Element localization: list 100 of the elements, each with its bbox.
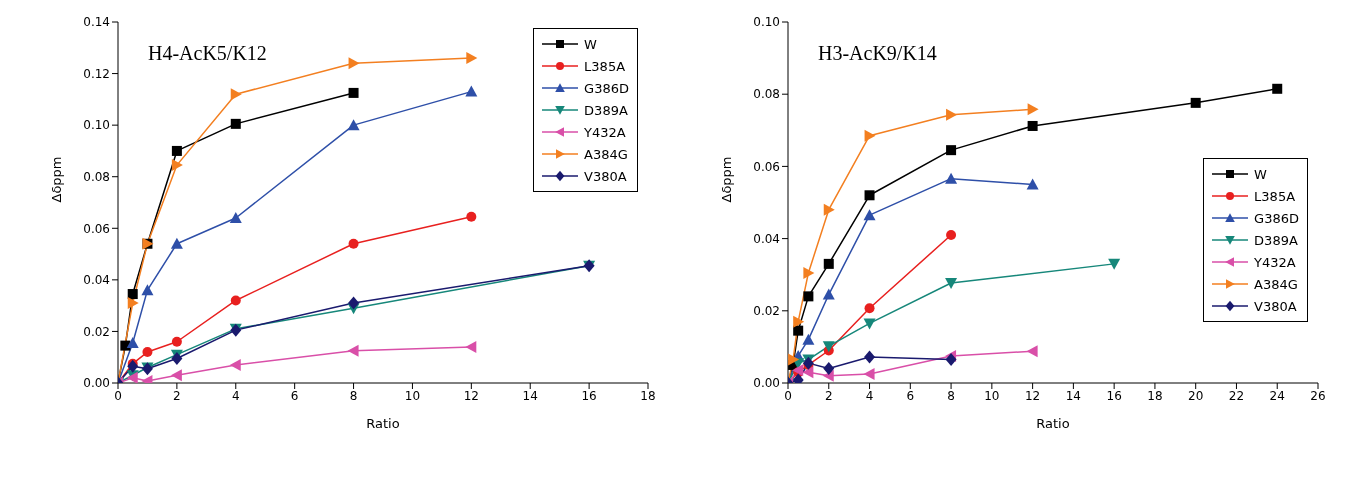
- point: [802, 366, 814, 379]
- x-tick-label: 4: [865, 388, 874, 403]
- x-tick-label: 6: [906, 388, 915, 403]
- legend-label: Y432A: [1254, 254, 1296, 270]
- point: [803, 266, 815, 279]
- point: [1108, 258, 1121, 270]
- point: [1190, 97, 1201, 108]
- x-tick-label: 0: [784, 388, 792, 403]
- legend-label: V380A: [1254, 298, 1297, 314]
- point: [793, 315, 805, 328]
- point: [945, 353, 957, 367]
- point: [348, 87, 359, 98]
- y-tick-label: 0.02: [753, 304, 780, 319]
- x-tick-label: 22: [1228, 388, 1245, 403]
- legend-label: Y432A: [584, 124, 626, 140]
- point: [348, 296, 360, 310]
- point: [1026, 178, 1039, 190]
- x-tick-label: 16: [1106, 388, 1122, 403]
- y-tick-label: 0.00: [753, 376, 780, 391]
- point: [465, 85, 478, 97]
- text: H4-AcK5/K12: [148, 42, 267, 64]
- point: [127, 297, 139, 310]
- point: [230, 118, 241, 129]
- point: [229, 358, 241, 371]
- point: [802, 333, 815, 345]
- point: [863, 367, 875, 380]
- point: [1272, 83, 1283, 94]
- legend-label: D389A: [1254, 232, 1298, 248]
- legend-label: D389A: [584, 102, 628, 118]
- x-tick-label: 8: [349, 388, 358, 403]
- point: [863, 318, 876, 330]
- point: [230, 295, 241, 306]
- point: [465, 340, 477, 353]
- point: [230, 88, 242, 101]
- point: [1026, 345, 1038, 358]
- x-tick-label: 0: [114, 388, 122, 403]
- y-tick-label: 0.06: [83, 221, 110, 236]
- y-tick-label: 0.12: [83, 66, 110, 81]
- text: H3-AcK9/K14: [818, 42, 937, 64]
- y-tick-label: 0.02: [83, 324, 110, 339]
- x-tick-label: 6: [290, 388, 299, 403]
- point: [141, 284, 154, 296]
- point: [170, 369, 182, 382]
- point: [864, 303, 875, 314]
- y-tick-label: 0.10: [83, 118, 110, 133]
- legend-label: W: [1254, 166, 1267, 182]
- x-tick-label: 24: [1269, 388, 1285, 403]
- legend-label: G386D: [584, 80, 629, 96]
- point: [864, 350, 876, 364]
- x-tick-label: 2: [173, 388, 181, 403]
- point: [945, 172, 958, 184]
- y-axis-title: Δδppm: [48, 156, 64, 203]
- x-tick-label: 8: [947, 388, 955, 403]
- point: [127, 289, 138, 300]
- y-tick-label: 0.04: [753, 231, 780, 246]
- legend-label: L385A: [584, 58, 626, 74]
- x-tick-label: 4: [231, 388, 240, 403]
- point: [823, 362, 835, 376]
- point: [126, 337, 139, 349]
- legend-label: V380A: [584, 168, 627, 184]
- point: [864, 190, 875, 201]
- point: [229, 211, 242, 223]
- y-tick-label: 0.08: [753, 87, 780, 102]
- legend-label: W: [584, 36, 597, 52]
- x-axis-title: Ratio: [366, 416, 400, 431]
- point: [171, 159, 183, 172]
- point: [822, 288, 835, 300]
- x-tick-label: 12: [463, 388, 479, 403]
- point: [864, 129, 876, 142]
- point: [127, 359, 139, 373]
- point: [170, 237, 183, 249]
- y-tick-label: 0.00: [83, 376, 110, 391]
- point: [803, 291, 814, 302]
- point: [822, 341, 835, 353]
- legend-label: L385A: [1254, 188, 1296, 204]
- point: [946, 145, 957, 156]
- x-tick-label: 10: [404, 388, 421, 403]
- x-tick-label: 12: [1024, 388, 1041, 403]
- point: [348, 57, 360, 70]
- y-tick-label: 0.08: [83, 169, 110, 184]
- x-tick-label: 10: [984, 388, 1000, 403]
- x-tick-label: 14: [1065, 388, 1082, 403]
- point: [347, 344, 359, 357]
- point: [142, 347, 153, 358]
- point: [171, 336, 182, 347]
- y-tick-label: 0.10: [753, 15, 780, 30]
- x-tick-label: 26: [1310, 388, 1326, 403]
- y-tick-label: 0.14: [83, 15, 110, 30]
- x-tick-label: 14: [522, 388, 538, 403]
- x-tick-label: 20: [1188, 388, 1204, 403]
- y-axis-title: Δδppm: [718, 156, 734, 203]
- point: [822, 369, 834, 382]
- legend-label: A384G: [584, 146, 628, 162]
- point: [793, 325, 804, 336]
- point: [863, 209, 876, 221]
- x-tick-label: 16: [581, 388, 597, 403]
- x-axis-title: Ratio: [1036, 416, 1070, 431]
- legend-label: A384G: [1254, 276, 1298, 292]
- point: [946, 108, 958, 121]
- point: [466, 211, 477, 222]
